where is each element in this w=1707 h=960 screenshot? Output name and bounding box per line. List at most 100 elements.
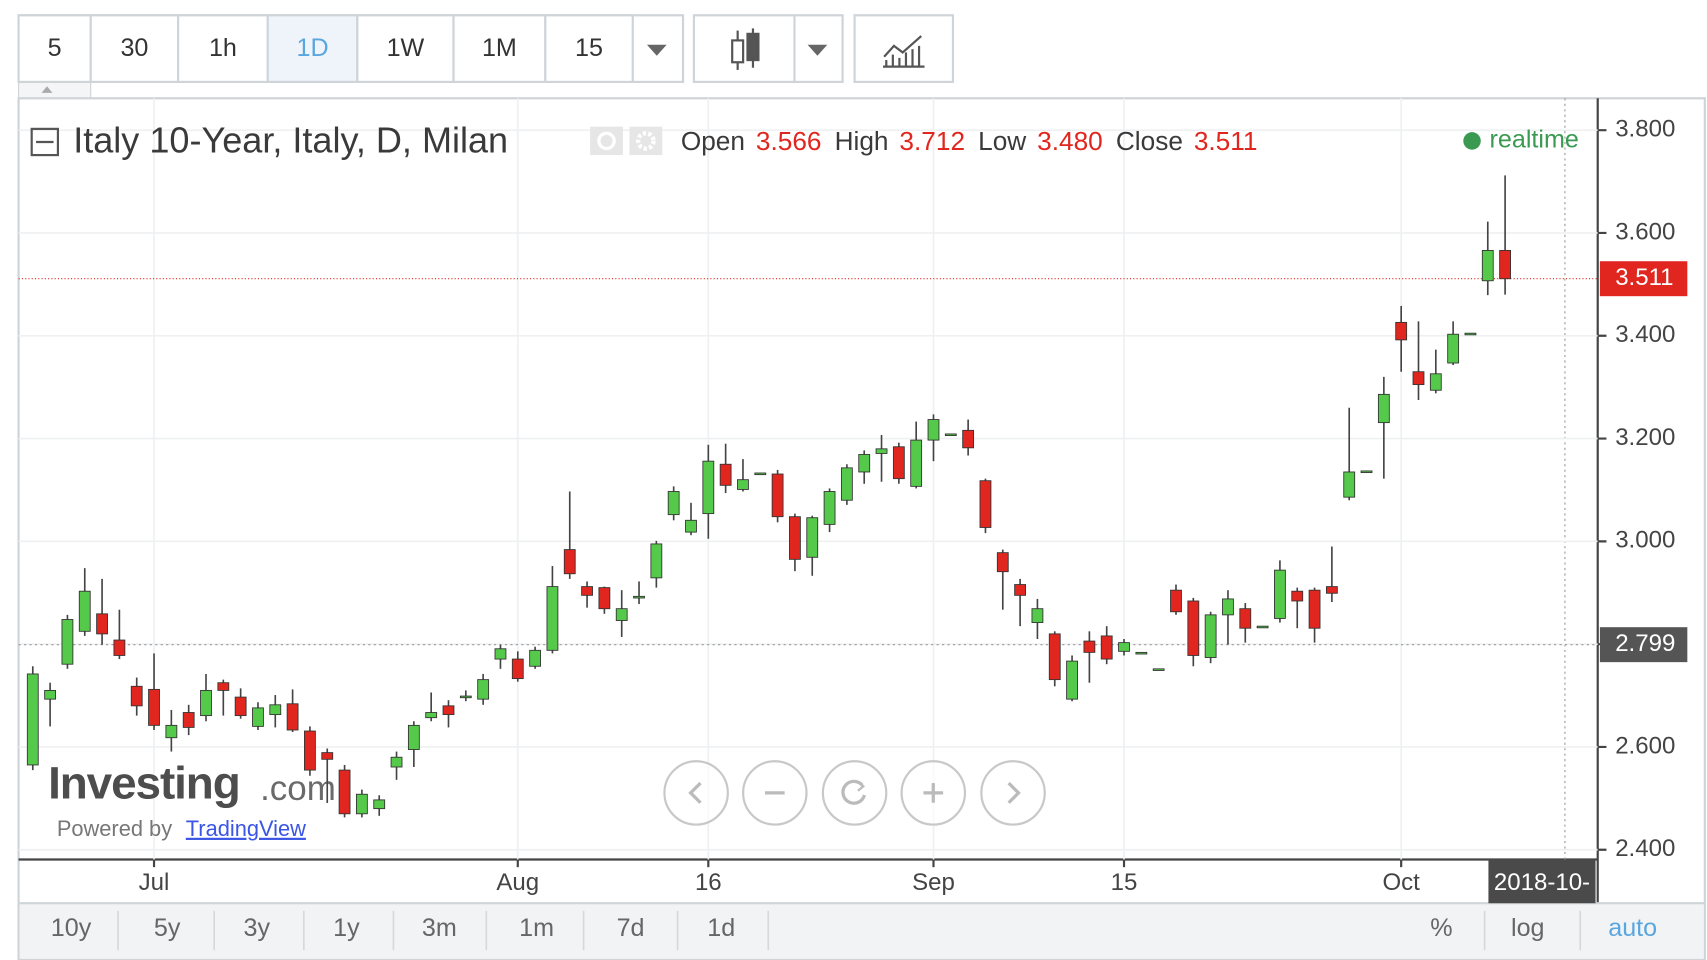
candle-body xyxy=(459,695,472,699)
candle-body xyxy=(615,608,628,621)
candle-body xyxy=(511,658,524,680)
candle-body xyxy=(1031,608,1044,624)
ohlc-label: Close xyxy=(1116,126,1183,156)
candle-body xyxy=(996,552,1009,573)
interval-button[interactable] xyxy=(89,14,180,84)
candle-body xyxy=(1135,651,1148,655)
tradingview-link[interactable]: TradingView xyxy=(186,816,306,841)
candle-body xyxy=(217,682,230,691)
interval-label: 5 xyxy=(48,34,62,62)
y-tick-label: 3.600 xyxy=(1615,218,1675,245)
candle-body xyxy=(1377,393,1390,424)
reset-button[interactable] xyxy=(821,760,888,826)
candle-body xyxy=(1325,586,1338,594)
candle-body xyxy=(771,473,784,518)
range-buttons: 10y 5y 3y 1y 3m 1m 7d 1d% log auto xyxy=(51,910,1657,951)
bottom-bar xyxy=(19,903,1704,959)
scroll-right-button[interactable] xyxy=(980,760,1046,826)
candle-body xyxy=(1014,584,1027,596)
scale-button[interactable]: log xyxy=(1511,914,1545,942)
range-button[interactable]: 1m xyxy=(519,914,554,942)
ohlc-label: High xyxy=(835,126,889,156)
ohlc-value: 3.566 xyxy=(756,126,822,156)
indicators-icon xyxy=(883,35,925,68)
candle-body xyxy=(61,619,74,665)
indicators-button[interactable] xyxy=(853,14,955,84)
candle-body xyxy=(806,517,819,558)
tab-arrow[interactable] xyxy=(41,86,53,93)
range-button[interactable]: 1y xyxy=(333,914,360,942)
candle-body xyxy=(338,769,351,815)
candle-body xyxy=(840,467,853,501)
candle-body xyxy=(667,491,680,516)
range-button[interactable]: 5y xyxy=(154,914,181,942)
interval-label: 1M xyxy=(482,34,517,62)
tab xyxy=(18,81,92,99)
candle-body xyxy=(1343,471,1356,498)
interval-label: 1W xyxy=(387,34,425,62)
candle-body xyxy=(962,429,975,449)
interval-button[interactable] xyxy=(177,14,269,84)
settings-button[interactable] xyxy=(629,126,663,156)
candle-body xyxy=(979,480,992,528)
interval-label: 1D xyxy=(296,34,328,62)
candle-body xyxy=(1447,333,1460,364)
candle-body xyxy=(390,756,403,768)
candle-body xyxy=(1499,249,1512,280)
candle-body xyxy=(1204,614,1217,658)
candle-body xyxy=(373,799,386,810)
ohlc-legend: Open 3.566 High 3.712 Low 3.480 Close 3.511 xyxy=(681,126,1258,156)
crosshair-price-box xyxy=(1599,627,1688,663)
interval-label: 30 xyxy=(120,34,148,62)
dropdown-arrow[interactable] xyxy=(807,44,828,56)
candle-body xyxy=(1395,321,1408,341)
status-dot xyxy=(1463,132,1481,150)
candle-body xyxy=(1429,373,1442,391)
candle-body xyxy=(944,433,957,437)
candle-body xyxy=(96,613,108,635)
candle-body xyxy=(1274,569,1286,619)
candle-body xyxy=(165,724,178,739)
interval-button[interactable] xyxy=(544,14,634,84)
candle-body xyxy=(1308,589,1321,629)
visibility-button[interactable] xyxy=(590,126,623,156)
candle-body xyxy=(1048,633,1061,681)
scroll-left-button[interactable] xyxy=(663,760,729,826)
navigation-icons xyxy=(688,779,1021,805)
candle-body xyxy=(633,595,645,599)
range-button[interactable]: 1d xyxy=(707,914,735,942)
interval-button[interactable] xyxy=(452,14,547,84)
range-button[interactable]: 3y xyxy=(244,914,271,942)
ohlc-value: 3.712 xyxy=(899,126,965,156)
gear-icon xyxy=(636,131,656,151)
candles xyxy=(26,175,1512,818)
candle-body xyxy=(494,648,507,660)
candle-body xyxy=(1239,608,1252,629)
watermark: Investing .com Powered by TradingView xyxy=(48,756,336,840)
ohlc-label: Low xyxy=(978,126,1026,156)
scale-button[interactable]: % xyxy=(1430,914,1452,942)
interval-button[interactable] xyxy=(356,14,455,84)
dropdown-arrow[interactable] xyxy=(646,44,667,56)
candle-body xyxy=(26,673,39,766)
candle-body xyxy=(702,460,715,515)
range-button[interactable]: 10y xyxy=(51,914,92,942)
collapse-button[interactable] xyxy=(30,127,60,157)
y-tick-label: 3.800 xyxy=(1615,116,1675,143)
candle-body xyxy=(892,446,905,480)
candle-body xyxy=(407,724,420,750)
range-button[interactable]: 3m xyxy=(422,914,457,942)
candle-body xyxy=(286,703,299,731)
range-button[interactable]: 7d xyxy=(617,914,645,942)
candle-body xyxy=(1152,668,1165,671)
x-tick-label: Aug xyxy=(496,869,539,896)
candle-body xyxy=(442,705,455,716)
scale-button[interactable]: auto xyxy=(1608,914,1657,942)
candle-body xyxy=(598,587,611,610)
candle-body xyxy=(1222,598,1234,616)
y-tick-label: 2.600 xyxy=(1615,732,1675,759)
candle-body xyxy=(304,730,316,771)
candle-body xyxy=(44,689,57,700)
candle-body xyxy=(823,491,836,525)
